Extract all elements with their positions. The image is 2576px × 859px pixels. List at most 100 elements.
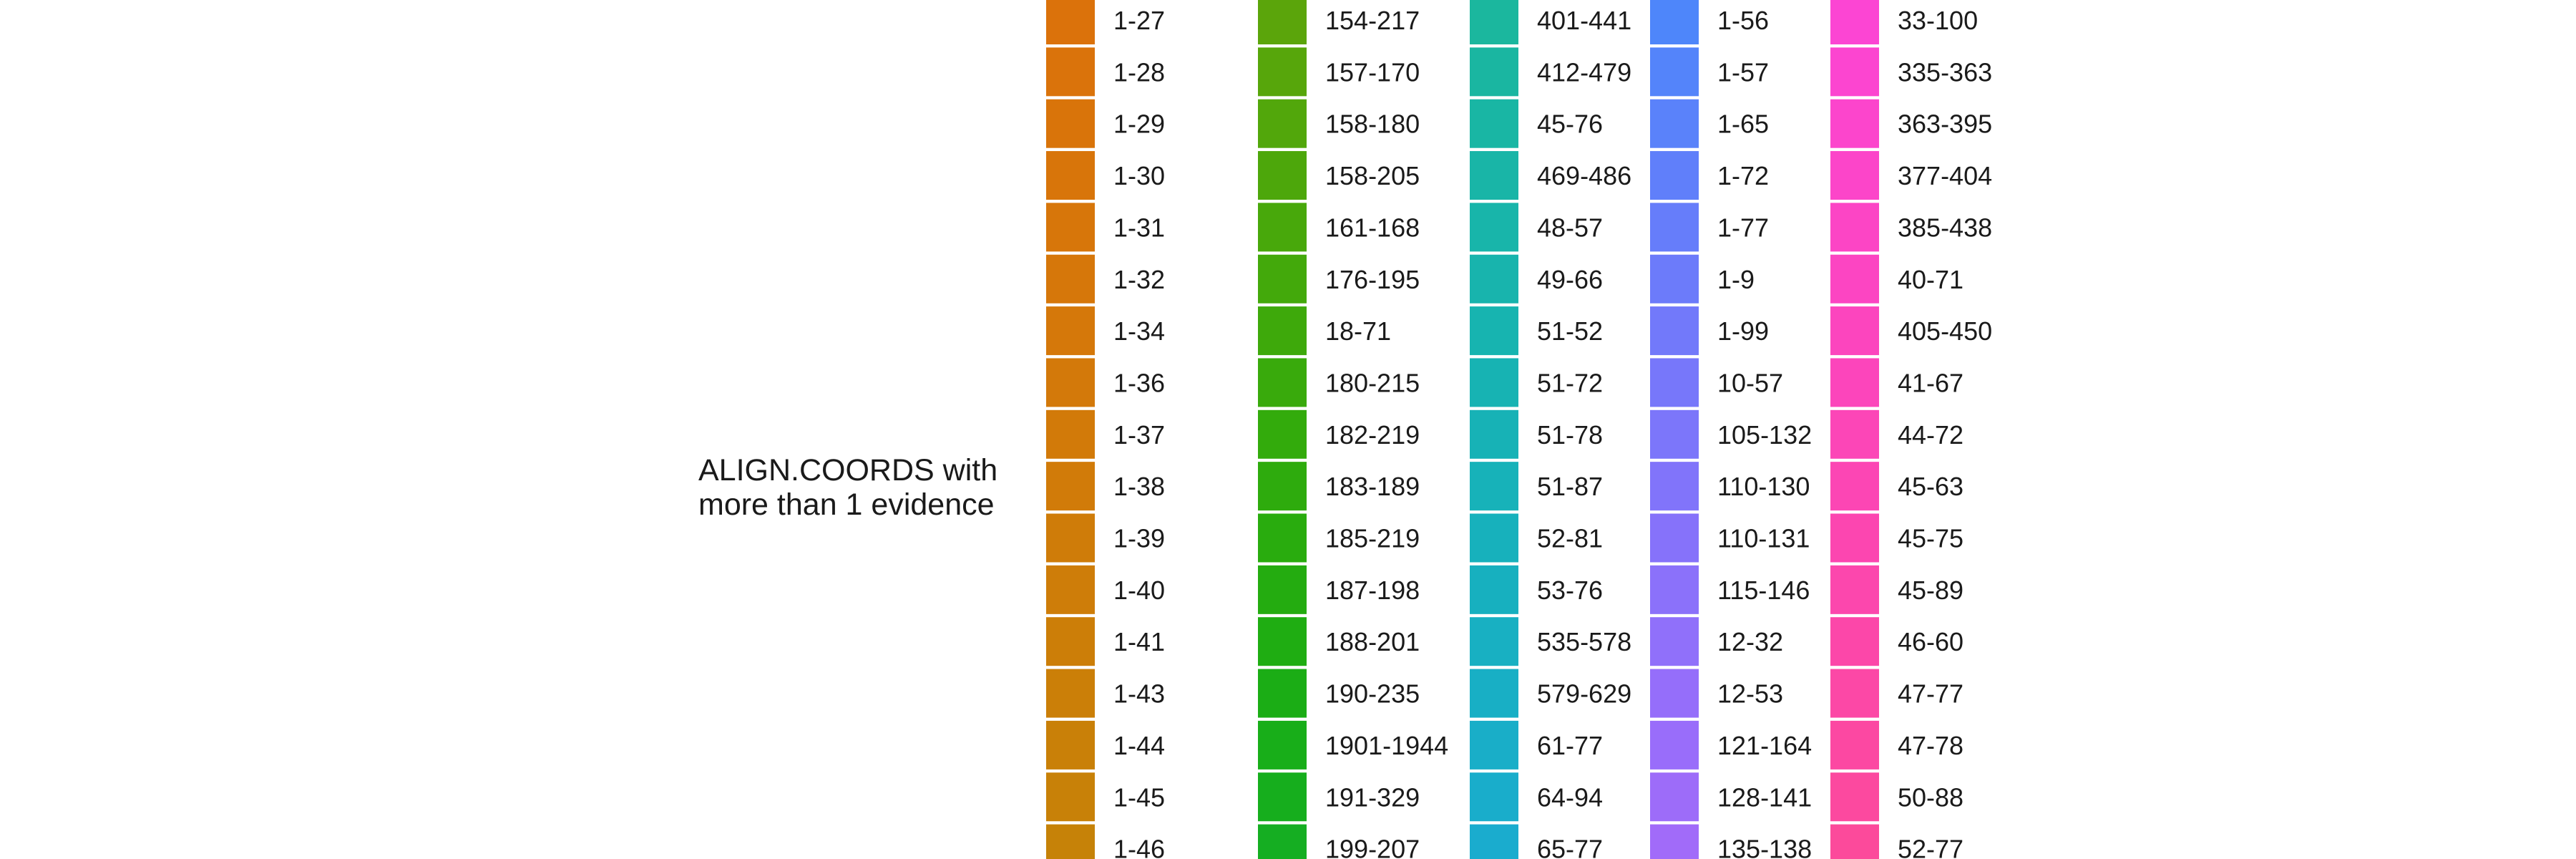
legend-entry: 105-132 [1650, 409, 1812, 459]
legend-key-label: 190-235 [1325, 679, 1420, 709]
legend-entry: 47-78 [1830, 720, 1963, 770]
legend-key-label: 182-219 [1325, 420, 1420, 450]
legend-key-swatch [1830, 617, 1879, 666]
legend-entry: 1-72 [1650, 151, 1769, 200]
legend-key-swatch [1650, 617, 1699, 666]
legend-column: 1-56 1-57 1-65 1-72 1-77 1-9 1-99 10-57 105-132 1… [1650, 0, 1812, 859]
legend-entry: 1-39 [1046, 513, 1165, 563]
legend-entry: 191-329 [1258, 772, 1420, 822]
legend-key-swatch [1046, 669, 1095, 718]
legend-key-swatch [1470, 669, 1518, 718]
legend-entry: 1-43 [1046, 669, 1165, 718]
legend-entry: 157-170 [1258, 47, 1420, 97]
legend-key-swatch [1258, 565, 1307, 614]
legend-entry: 135-138 [1650, 824, 1812, 859]
legend-entry: 1-56 [1650, 0, 1769, 44]
legend-entry: 50-88 [1830, 772, 1963, 822]
legend-entry: 405-450 [1830, 306, 1992, 356]
legend-key-label: 187-198 [1325, 576, 1420, 605]
legend-key-swatch [1258, 254, 1307, 304]
legend-entry: 53-76 [1470, 565, 1603, 614]
legend-entry: 44-72 [1830, 409, 1963, 459]
legend-key-swatch [1258, 151, 1307, 200]
legend-entry: 1-77 [1650, 203, 1769, 252]
legend-key-swatch [1258, 513, 1307, 563]
legend-entry: 51-52 [1470, 306, 1603, 356]
legend-key-label: 45-89 [1898, 576, 1963, 605]
legend-column: 154-217 157-170 158-180 158-205 161-168 176-1… [1258, 0, 1448, 859]
legend-key-swatch [1470, 203, 1518, 252]
legend-key-swatch [1258, 462, 1307, 511]
legend-entry: 158-180 [1258, 99, 1420, 148]
legend-entry: 579-629 [1470, 669, 1631, 718]
legend-key-swatch [1046, 462, 1095, 511]
legend-key-swatch [1650, 99, 1699, 148]
legend-key-label: 51-78 [1537, 420, 1603, 450]
legend-key-swatch [1650, 0, 1699, 44]
legend-key-label: 64-94 [1537, 782, 1603, 812]
legend-key-label: 1-36 [1113, 368, 1165, 397]
legend-key-label: 52-77 [1898, 835, 1963, 859]
legend-key-label: 363-395 [1898, 110, 1992, 139]
legend-key-swatch [1830, 409, 1879, 459]
legend-key-swatch [1470, 513, 1518, 563]
legend-key-label: 128-141 [1717, 782, 1812, 812]
legend-entry: 1-30 [1046, 151, 1165, 200]
legend-entry: 154-217 [1258, 0, 1420, 44]
legend-key-swatch [1650, 203, 1699, 252]
legend-key-swatch [1470, 47, 1518, 97]
legend-key-label: 51-52 [1537, 316, 1603, 346]
legend-key-label: 183-189 [1325, 472, 1420, 501]
legend-key-swatch [1470, 99, 1518, 148]
legend-entry: 121-164 [1650, 720, 1812, 770]
legend-entry: 1-37 [1046, 409, 1165, 459]
legend-entry: 469-486 [1470, 151, 1631, 200]
legend-key-swatch [1046, 47, 1095, 97]
legend-key-label: 412-479 [1537, 57, 1631, 87]
legend-entry: 161-168 [1258, 203, 1420, 252]
legend-key-swatch [1830, 0, 1879, 44]
legend-key-label: 61-77 [1537, 731, 1603, 760]
legend-entry: 335-363 [1830, 47, 1992, 97]
legend-entry: 51-72 [1470, 358, 1603, 407]
legend-key-swatch [1258, 358, 1307, 407]
legend-entry: 1-29 [1046, 99, 1165, 148]
legend-key-swatch [1830, 203, 1879, 252]
legend-entry: 363-395 [1830, 99, 1992, 148]
legend-key-label: 44-72 [1898, 420, 1963, 450]
legend-key-label: 1-31 [1113, 213, 1165, 242]
legend-key-swatch [1650, 824, 1699, 859]
legend-key-label: 185-219 [1325, 524, 1420, 553]
legend-entry: 115-146 [1650, 565, 1810, 614]
legend-key-swatch [1258, 720, 1307, 770]
legend-key-label: 33-100 [1898, 6, 1978, 35]
legend-entry: 48-57 [1470, 203, 1603, 252]
legend-key-label: 1-9 [1717, 265, 1755, 294]
legend-key-label: 180-215 [1325, 368, 1420, 397]
legend-entry: 61-77 [1470, 720, 1603, 770]
legend-key-label: 469-486 [1537, 161, 1631, 190]
legend-key-swatch [1470, 306, 1518, 356]
legend-key-swatch [1046, 409, 1095, 459]
legend-entry: 158-205 [1258, 151, 1420, 200]
legend-entry: 52-81 [1470, 513, 1603, 563]
legend-entry: 33-100 [1830, 0, 1978, 44]
legend-entry: 182-219 [1258, 409, 1420, 459]
legend-key-swatch [1830, 565, 1879, 614]
legend-key-label: 385-438 [1898, 213, 1992, 242]
legend-key-label: 53-76 [1537, 576, 1603, 605]
legend-entry: 1-65 [1650, 99, 1769, 148]
legend-key-label: 135-138 [1717, 835, 1812, 859]
legend-key-swatch [1830, 254, 1879, 304]
legend-entry: 1-45 [1046, 772, 1165, 822]
legend-key-label: 1-39 [1113, 524, 1165, 553]
legend-key-label: 110-131 [1717, 524, 1810, 553]
legend-key-swatch [1650, 462, 1699, 511]
legend-key-swatch [1046, 99, 1095, 148]
legend-key-swatch [1470, 824, 1518, 859]
legend-key-swatch [1046, 720, 1095, 770]
legend-key-label: 1-43 [1113, 679, 1165, 709]
legend-entry: 185-219 [1258, 513, 1420, 563]
legend-key-label: 1-28 [1113, 57, 1165, 87]
legend-entry: 385-438 [1830, 203, 1992, 252]
